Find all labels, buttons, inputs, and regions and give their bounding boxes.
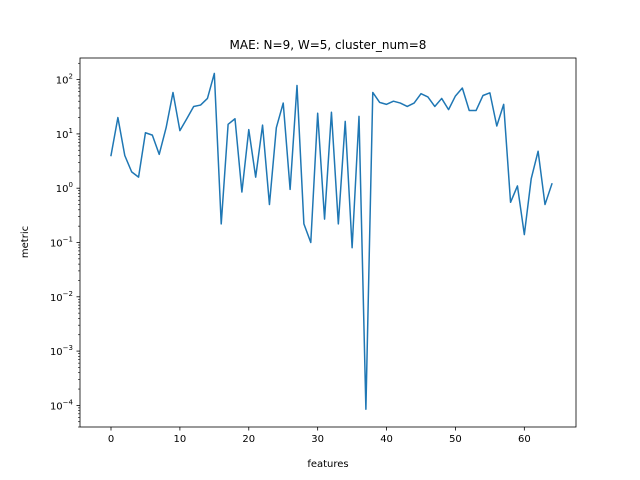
y-tick-label: 10−4 (50, 398, 74, 412)
y-tick-exponent: −3 (63, 344, 73, 352)
y-tick-exponent: 1 (69, 127, 73, 135)
y-tick-exponent: 2 (69, 73, 73, 81)
chart-title: MAE: N=9, W=5, cluster_num=8 (230, 38, 427, 52)
axes-frame (79, 57, 577, 428)
x-tick-label: 40 (380, 434, 393, 445)
y-tick-exponent: −1 (63, 236, 73, 244)
x-tick-label: 50 (449, 434, 462, 445)
y-tick-label: 100 (56, 181, 73, 195)
plot-area (110, 72, 553, 410)
y-tick-exponent: 0 (69, 181, 73, 189)
x-tick-label: 0 (108, 434, 114, 445)
y-tick-base: 10 (50, 293, 63, 304)
x-tick-label: 10 (174, 434, 187, 445)
y-tick-label: 10−3 (50, 344, 73, 358)
y-tick-base: 10 (56, 130, 69, 141)
y-tick-base: 10 (50, 401, 63, 412)
y-tick-label: 102 (56, 73, 73, 87)
series-line-0 (110, 72, 553, 410)
y-tick-label: 10−2 (50, 290, 73, 304)
x-axis-label: features (307, 459, 348, 470)
x-tick-label: 30 (311, 434, 324, 445)
y-axis-label: metric (20, 226, 31, 258)
y-tick-exponent: −2 (63, 290, 73, 298)
y-tick-base: 10 (56, 184, 69, 195)
x-tick-label: 60 (518, 434, 531, 445)
x-axis: 0 10 20 30 40 50 60 (108, 427, 531, 445)
y-tick-label: 10−1 (50, 236, 73, 250)
y-tick-exponent: −4 (63, 398, 74, 406)
x-tick-label: 20 (242, 434, 255, 445)
y-tick-base: 10 (50, 239, 63, 250)
y-tick-label: 101 (56, 127, 73, 141)
y-tick-base: 10 (50, 347, 63, 358)
y-tick-base: 10 (56, 76, 69, 87)
